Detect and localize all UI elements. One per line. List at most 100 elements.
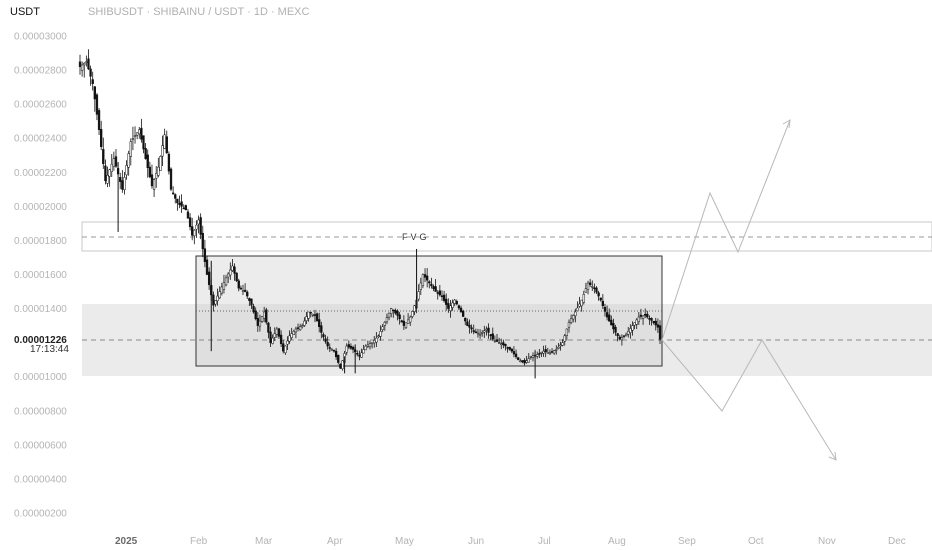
candle	[100, 120, 103, 151]
candle	[347, 340, 350, 350]
candle	[288, 330, 291, 344]
candle	[193, 229, 196, 245]
candle	[161, 135, 164, 166]
candle	[203, 239, 207, 268]
candle	[582, 290, 585, 305]
fvg-label: FVG	[402, 232, 430, 242]
candle	[644, 308, 647, 319]
candle	[392, 309, 395, 318]
candle	[286, 336, 289, 350]
x-tick-label: Jun	[468, 536, 484, 547]
candle	[243, 283, 247, 293]
candle	[591, 280, 594, 291]
candle	[593, 283, 596, 294]
candle	[421, 273, 425, 289]
candle	[360, 348, 363, 358]
candle	[430, 277, 433, 289]
candle	[574, 308, 577, 323]
y-tick-label: 0.00001600	[14, 270, 67, 281]
x-tick-label: May	[395, 536, 414, 547]
candle	[167, 151, 171, 175]
quote-currency-label: USDT	[10, 6, 40, 18]
candle	[184, 204, 187, 211]
candle	[250, 298, 253, 310]
candle	[377, 334, 380, 339]
candle	[284, 345, 287, 355]
candle	[254, 307, 257, 321]
candle	[550, 348, 554, 354]
candle	[313, 309, 317, 323]
candle	[267, 321, 270, 339]
candle	[627, 327, 630, 338]
candle	[263, 306, 266, 323]
candle	[148, 161, 152, 179]
candle	[445, 293, 448, 311]
candle	[85, 55, 88, 67]
candle	[417, 284, 420, 302]
candle	[125, 160, 128, 180]
candle	[332, 349, 336, 353]
candle	[298, 323, 302, 331]
candle	[588, 278, 592, 287]
candle	[351, 345, 355, 354]
candle	[224, 274, 228, 287]
y-tick-label: 0.00000400	[14, 474, 67, 485]
candle	[506, 346, 509, 353]
candle	[561, 339, 564, 347]
candle	[557, 343, 560, 350]
candle	[370, 342, 374, 349]
candle	[195, 220, 198, 238]
candle	[252, 303, 255, 314]
candle	[163, 128, 166, 150]
candle	[292, 329, 295, 335]
candle	[362, 344, 365, 354]
candle	[309, 311, 312, 318]
candle	[176, 198, 179, 211]
y-axis: 0.00003000 0.00002800 0.00002600 0.00002400…	[14, 32, 67, 520]
y-tick-label: 0.00000800	[14, 406, 67, 417]
candle	[440, 290, 444, 301]
candle	[235, 272, 238, 283]
candle	[78, 54, 82, 75]
x-tick-label: Jul	[538, 536, 551, 547]
candle	[91, 71, 94, 91]
y-tick-label: 0.00001000	[14, 372, 67, 383]
candle	[402, 315, 406, 330]
candle	[453, 298, 456, 307]
candle	[282, 339, 285, 354]
candle	[409, 315, 412, 326]
candle	[180, 194, 183, 213]
candle	[540, 351, 543, 357]
candle	[269, 326, 272, 347]
candle	[186, 208, 190, 219]
candle	[237, 278, 240, 292]
candle	[493, 335, 497, 343]
candle	[497, 337, 501, 344]
candle	[563, 333, 566, 346]
candle	[618, 334, 621, 341]
candle	[504, 343, 507, 351]
candle	[239, 285, 243, 290]
candle	[169, 167, 173, 192]
candle	[199, 213, 202, 240]
candle	[614, 324, 617, 336]
candle	[97, 107, 101, 135]
candle	[227, 272, 230, 284]
y-tick-label: 0.00000600	[14, 440, 67, 451]
candle	[296, 323, 300, 332]
candle	[548, 349, 552, 355]
candle	[260, 315, 264, 323]
candle	[271, 334, 274, 345]
candle	[578, 296, 581, 308]
candle	[612, 318, 615, 334]
candle	[459, 305, 463, 313]
candle	[639, 308, 643, 320]
x-tick-label: 2025	[115, 536, 138, 547]
candle	[273, 327, 276, 342]
candle	[656, 318, 660, 333]
candle	[129, 138, 132, 166]
y-tick-label: 0.00002200	[14, 168, 67, 179]
candle	[229, 262, 232, 280]
candle	[191, 217, 194, 241]
